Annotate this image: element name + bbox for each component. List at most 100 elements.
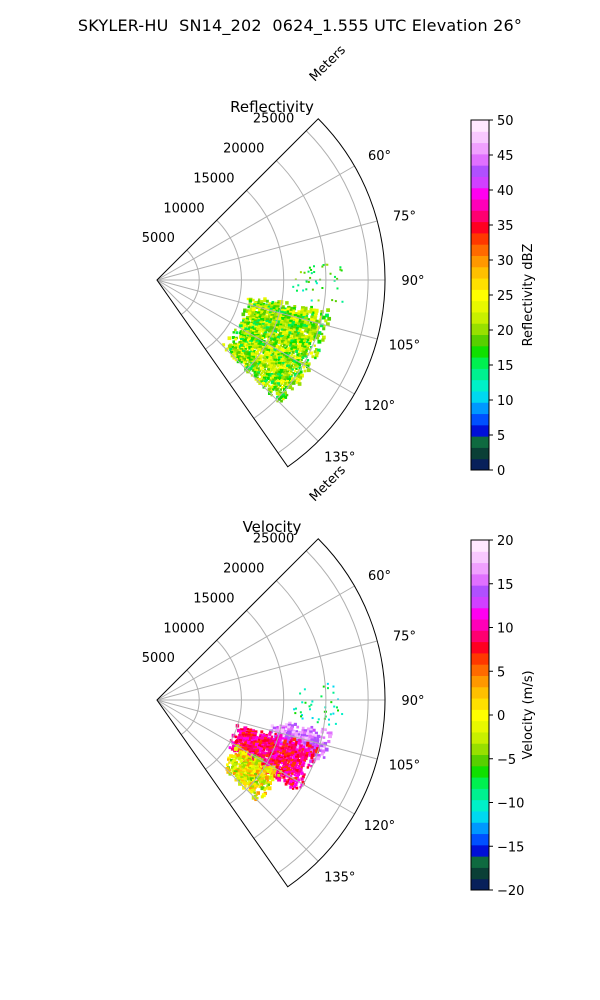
echo-gate: [268, 309, 273, 314]
echo-gate: [291, 311, 296, 315]
echo-gate: [294, 771, 298, 775]
colorbar-segment: [471, 176, 489, 189]
echo-gate: [288, 357, 292, 361]
echo-gate: [241, 359, 245, 363]
echo-gate: [289, 327, 294, 331]
echo-gate: [300, 777, 304, 781]
colorbar-segment: [471, 424, 489, 437]
reflectivity-colorbar: 0 5 10 15 20 25 30 35 40 45 50: [470, 114, 514, 479]
echo-gate: [287, 739, 291, 743]
echo-gate: [244, 354, 249, 359]
echo-gate: [325, 313, 329, 318]
echo-gate: [246, 740, 251, 745]
colorbar-segment: [471, 390, 489, 403]
echo-gate: [238, 324, 243, 329]
echo-gate: [288, 385, 293, 390]
echo-gate: [295, 329, 298, 332]
echo-gate: [241, 751, 245, 756]
echo-gate: [277, 367, 281, 371]
echo-gate: [324, 747, 329, 752]
echo-gate: [295, 319, 299, 323]
echo-gate: [301, 738, 305, 742]
echo-gate: [302, 326, 305, 330]
colorbar-segment: [471, 255, 489, 268]
echo-gate: [290, 306, 293, 310]
echo-gate: [291, 769, 296, 774]
echo-gate: [237, 763, 240, 766]
echo-gate: [243, 726, 248, 731]
echo-gate: [316, 734, 321, 739]
echo-gate: [293, 773, 296, 777]
echo-gate: [297, 310, 302, 314]
echo-gate: [255, 771, 258, 775]
echo-gate: [286, 342, 290, 346]
echo-gate: [235, 331, 239, 335]
echo-gate: [288, 721, 292, 726]
echo-gate: [296, 772, 301, 776]
echo-gate: [272, 388, 275, 391]
echo-gate: [227, 758, 230, 761]
reflectivity-title: Reflectivity: [230, 98, 314, 116]
reflectivity-colorbar-label: Reflectivity dBZ: [521, 244, 536, 347]
echo-gate: [286, 762, 290, 765]
echo-gate: [332, 712, 335, 715]
echo-gate: [255, 346, 259, 350]
echo-gate: [305, 751, 310, 756]
echo-gate: [287, 737, 291, 741]
echo-gate: [317, 299, 320, 302]
echo-gate: [261, 760, 266, 765]
echo-gate: [289, 355, 293, 359]
echo-gate: [306, 766, 310, 769]
echo-gate: [314, 280, 317, 283]
echo-gate: [314, 332, 318, 337]
echo-gate: [250, 352, 255, 357]
echo-gate: [290, 767, 294, 770]
echo-gate: [291, 345, 295, 349]
echo-gate: [246, 754, 250, 758]
echo-gate: [264, 735, 268, 739]
echo-gate: [263, 299, 266, 303]
echo-gate: [286, 347, 291, 352]
echo-gate: [313, 313, 318, 318]
echo-gate: [331, 299, 334, 302]
echo-gate: [275, 745, 279, 749]
echo-gate: [278, 753, 281, 757]
echo-gate: [293, 332, 298, 337]
echo-gate: [278, 325, 282, 329]
echo-gate: [285, 733, 290, 738]
echo-gate: [312, 741, 316, 745]
echo-gate: [258, 742, 263, 747]
echo-gate: [268, 360, 273, 365]
echo-gate: [277, 748, 281, 752]
echo-gate: [295, 786, 299, 790]
echo-gate: [285, 376, 289, 380]
echo-gate: [337, 709, 340, 712]
echo-gate: [329, 272, 332, 275]
echo-gate: [264, 321, 269, 326]
echo-gate: [261, 781, 265, 785]
echo-gate: [256, 376, 259, 380]
echo-gate: [288, 381, 292, 385]
echo-gate: [303, 773, 306, 776]
echo-gate: [288, 375, 293, 380]
echo-gate: [239, 777, 242, 781]
colorbar-tick-label: 25: [497, 289, 514, 304]
echo-gate: [310, 725, 314, 729]
echo-gate: [292, 365, 296, 369]
echo-gate: [300, 330, 304, 335]
echo-gate: [257, 738, 261, 742]
echo-gate: [304, 337, 307, 341]
echo-gate: [306, 727, 311, 731]
echo-gate: [292, 335, 296, 339]
echo-gate: [250, 321, 253, 325]
echo-gate: [278, 758, 283, 762]
grid-arc: [253, 580, 327, 839]
echo-gate: [312, 749, 316, 752]
echo-gate: [281, 373, 284, 376]
echo-gate: [265, 364, 270, 368]
colorbar-tick-label: −20: [497, 884, 524, 899]
echo-gate: [263, 309, 267, 314]
echo-gate: [262, 359, 267, 363]
echo-gate: [277, 341, 281, 345]
echo-gate: [270, 376, 274, 381]
